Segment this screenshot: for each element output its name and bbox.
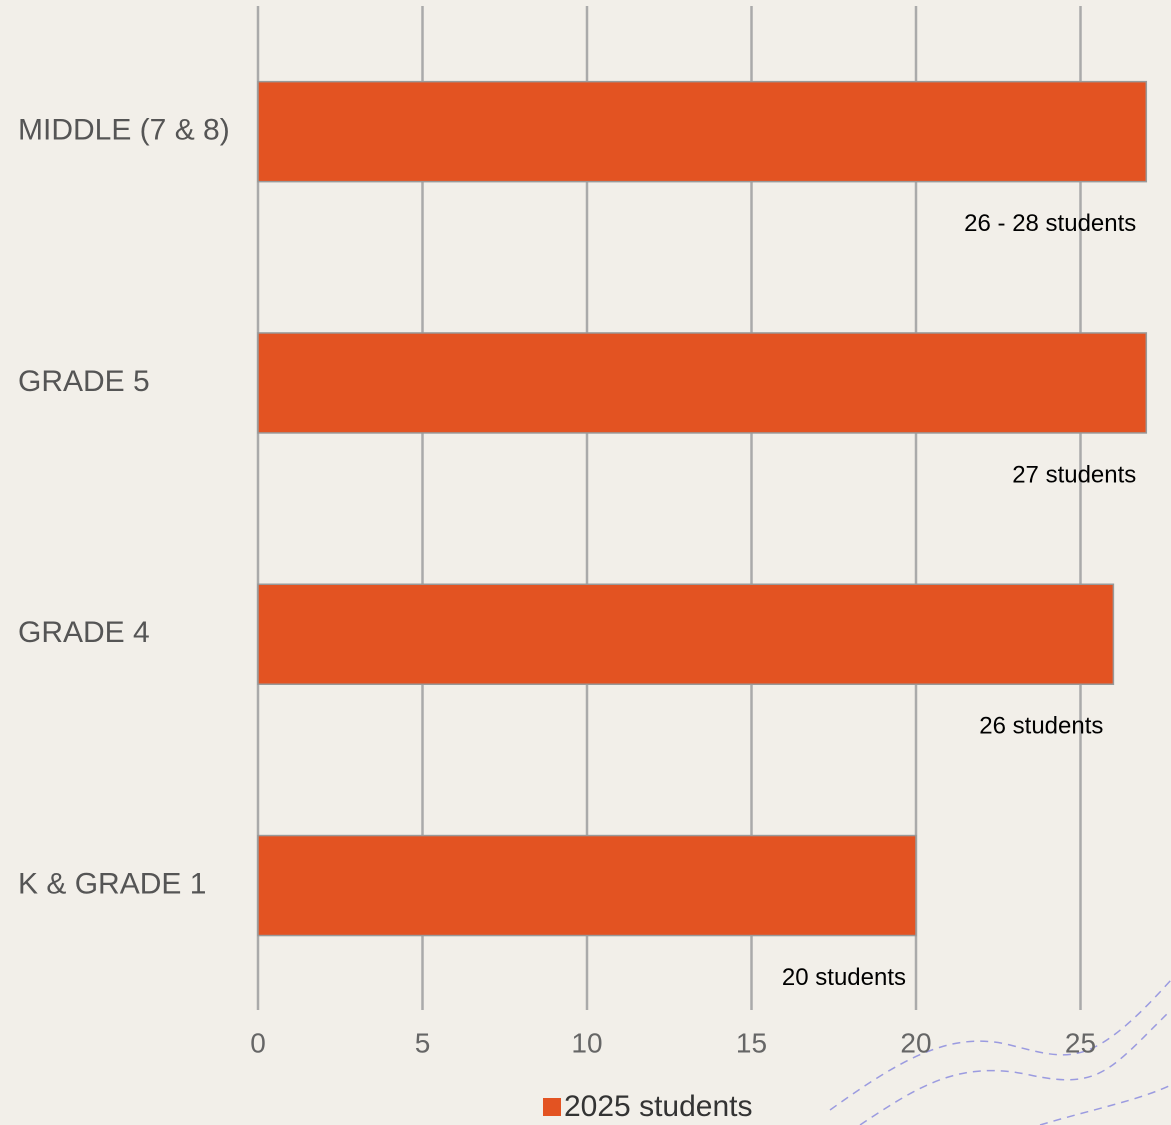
legend-swatch [543,1098,561,1116]
value-label: 20 students [782,964,906,991]
x-tick-label: 0 [250,1027,266,1058]
bar [257,332,1148,434]
x-tick-label: 15 [736,1027,767,1058]
value-label: 26 - 28 students [964,210,1136,237]
y-tick-label: GRADE 5 [18,365,150,398]
y-tick-label: MIDDLE (7 & 8) [18,114,230,147]
value-label: 27 students [1012,461,1136,488]
x-tick-label: 20 [900,1027,931,1058]
x-tick-label: 10 [571,1027,602,1058]
y-tick-label: GRADE 4 [18,616,150,649]
y-tick-label: K & GRADE 1 [18,867,206,900]
x-tick-label: 5 [415,1027,431,1058]
legend-label: 2025 students [564,1090,752,1123]
bar [257,80,1148,183]
bar [257,583,1115,685]
decoration [829,979,1171,1125]
bar [257,834,917,937]
x-tick-label: 25 [1065,1027,1096,1058]
value-label: 26 students [979,713,1103,740]
